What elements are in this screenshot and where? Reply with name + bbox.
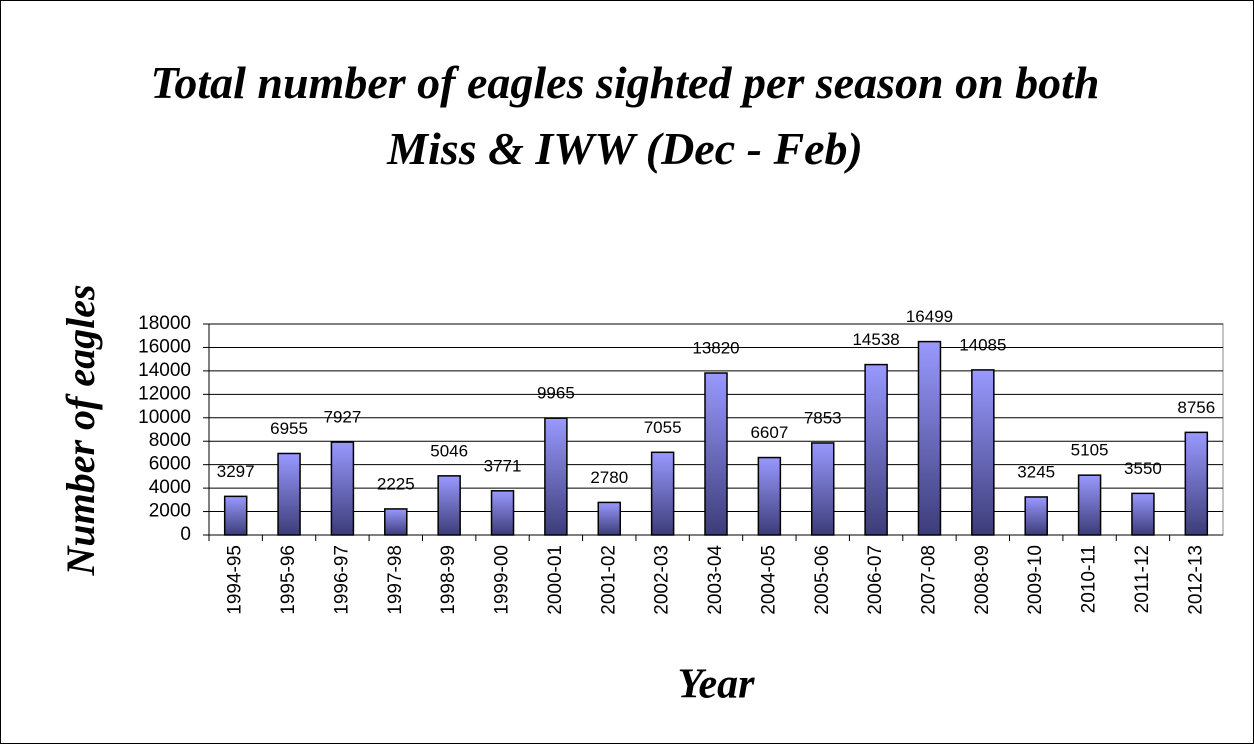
- bar: [597, 501, 622, 536]
- x-tick-label: 1998-99: [438, 545, 459, 615]
- chart-title: Total number of eagles sighted per seaso…: [150, 57, 1100, 174]
- bar: [544, 417, 568, 536]
- y-tick-label: 14000: [138, 360, 191, 381]
- value-label: 16499: [906, 307, 953, 326]
- value-label: 7853: [804, 408, 842, 427]
- bar: [490, 490, 515, 536]
- x-tick-label: 2007-08: [918, 545, 939, 615]
- bar: [864, 363, 888, 536]
- y-tick-label: 12000: [138, 383, 191, 404]
- value-label: 5046: [430, 441, 468, 460]
- y-tick-label: 0: [180, 524, 191, 545]
- x-axis-label: Year: [678, 662, 756, 708]
- bar: [223, 495, 248, 536]
- value-label: 2225: [377, 474, 415, 493]
- bar: [1131, 492, 1155, 536]
- x-tick-label: 2003-04: [705, 545, 726, 615]
- x-tick-label: 2002-03: [652, 545, 673, 615]
- bar: [917, 340, 942, 536]
- value-label: 7927: [324, 408, 362, 427]
- x-tick-label: 2008-09: [972, 545, 993, 615]
- value-label: 9965: [537, 384, 575, 403]
- bar: [810, 442, 835, 536]
- y-tick-label: 6000: [149, 454, 191, 475]
- value-label: 13820: [692, 338, 739, 357]
- value-label: 7055: [644, 418, 682, 437]
- bar: [277, 452, 301, 536]
- value-label: 3245: [1017, 462, 1055, 481]
- x-tick-label: 1996-97: [331, 545, 352, 615]
- bar: [650, 451, 675, 536]
- value-label: 14085: [959, 335, 1006, 354]
- y-tick-label: 10000: [138, 407, 191, 428]
- bar: [1077, 474, 1102, 536]
- bar: [437, 475, 461, 536]
- x-tick-label: 2001-02: [598, 545, 619, 615]
- value-label: 5105: [1071, 441, 1109, 460]
- bar: [384, 508, 408, 536]
- value-label: 14538: [852, 330, 899, 349]
- x-tick-label: 1995-96: [278, 545, 299, 615]
- x-tick-label: 2011-12: [1132, 545, 1153, 613]
- x-tick-label: 2012-13: [1185, 545, 1206, 615]
- bar: [1184, 431, 1209, 536]
- x-tick-label: 2010-11: [1079, 545, 1100, 613]
- x-tick-label: 2009-10: [1025, 545, 1046, 615]
- value-label: 2780: [590, 468, 628, 487]
- x-tick-label: 1997-98: [385, 545, 406, 615]
- x-tick-label: 2000-01: [545, 545, 566, 615]
- bar: [330, 441, 355, 536]
- value-label: 8756: [1177, 398, 1215, 417]
- x-tick-label: 1999-00: [492, 545, 513, 615]
- y-tick-label: 2000: [149, 501, 191, 522]
- x-tick-label: 2006-07: [865, 545, 886, 615]
- value-label: 6955: [270, 419, 308, 438]
- x-tick-label: 2005-06: [812, 545, 833, 615]
- bar: [971, 369, 995, 536]
- value-label: 6607: [750, 423, 788, 442]
- y-tick-label: 4000: [149, 477, 191, 498]
- value-label: 3297: [217, 462, 255, 481]
- y-axis-label: Number of eagles: [58, 284, 103, 576]
- y-tick-label: 8000: [149, 430, 191, 451]
- x-tick-label: 1994-95: [225, 545, 246, 615]
- bar: [757, 456, 782, 536]
- bar: [1024, 496, 1048, 536]
- x-tick-label: 2004-05: [758, 545, 779, 615]
- bar: [704, 372, 728, 536]
- y-tick-label: 18000: [138, 313, 191, 334]
- value-label: 3771: [484, 456, 522, 475]
- y-tick-label: 16000: [138, 336, 191, 357]
- value-label: 3550: [1124, 459, 1162, 478]
